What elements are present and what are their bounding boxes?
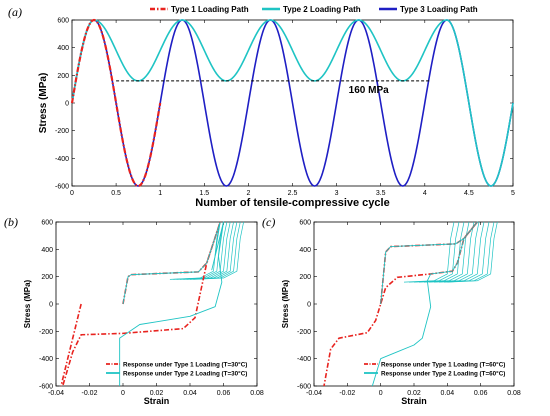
x-tick-label: 2 bbox=[246, 190, 250, 197]
chart-2: -0.04 -0.02 0 0.02 0.04 0.06 0.08 -600 -400 -200 0… bbox=[4, 215, 264, 406]
x-tick-label: 0 bbox=[121, 390, 125, 397]
series-line bbox=[71, 19, 514, 187]
x-tick-label: 0.5 bbox=[111, 190, 121, 197]
y-tick-label: 0 bbox=[49, 302, 53, 309]
x-axis-label: Strain bbox=[401, 396, 427, 406]
legend-label: Response under Type 2 Loading (T=30°C) bbox=[123, 370, 247, 378]
x-tick-label: -0.04 bbox=[306, 390, 322, 397]
legend-label: Type 3 Loading Path bbox=[400, 5, 478, 14]
x-tick-label: 4 bbox=[423, 190, 427, 197]
y-tick-label: 600 bbox=[57, 18, 69, 25]
y-tick-label: -600 bbox=[297, 384, 311, 391]
x-axis-label: Number of tensile-compressive cycle bbox=[195, 197, 389, 209]
x-tick-label: 4.5 bbox=[464, 190, 474, 197]
y-tick-label: -200 bbox=[55, 128, 69, 135]
x-tick-label: -0.04 bbox=[48, 390, 64, 397]
x-tick-label: 0.08 bbox=[250, 390, 264, 397]
series-line bbox=[186, 221, 238, 280]
series-line bbox=[189, 221, 241, 280]
annotation-label: 160 MPa bbox=[349, 85, 389, 96]
y-tick-label: 400 bbox=[41, 247, 53, 254]
y-axis-label: Stress (MPa) bbox=[281, 279, 290, 328]
y-tick-label: -200 bbox=[39, 329, 53, 336]
y-tick-label: 400 bbox=[57, 45, 69, 52]
series-line bbox=[438, 221, 490, 283]
series-line bbox=[169, 221, 221, 280]
series-line bbox=[60, 303, 82, 387]
y-axis-label: Stress (MPa) bbox=[38, 73, 49, 134]
series-line bbox=[443, 221, 495, 283]
chart-1: 0 0.5 1 1.5 2 2.5 3 3.5 4 4.5 5 -600 -400 -200 0 200 400… bbox=[8, 5, 515, 209]
y-tick-label: -600 bbox=[55, 184, 69, 191]
x-tick-label: 0.02 bbox=[407, 390, 421, 397]
legend-label: Type 1 Loading Path bbox=[171, 5, 249, 14]
series-line bbox=[119, 221, 224, 386]
series-line bbox=[403, 221, 455, 283]
legend-label: Type 2 Loading Path bbox=[283, 5, 361, 14]
x-tick-label: 0.04 bbox=[183, 390, 197, 397]
x-tick-label: 3.5 bbox=[376, 190, 386, 197]
series-line bbox=[371, 221, 478, 387]
series-line bbox=[183, 221, 234, 280]
y-tick-label: 0 bbox=[307, 302, 311, 309]
y-tick-label: 200 bbox=[41, 274, 53, 281]
y-tick-label: 600 bbox=[299, 220, 311, 227]
x-tick-label: -0.02 bbox=[82, 390, 98, 397]
x-tick-label: 0.06 bbox=[474, 390, 488, 397]
x-tick-label: 0.04 bbox=[441, 390, 455, 397]
series-line bbox=[71, 19, 514, 187]
panel-label: (c) bbox=[262, 215, 275, 229]
x-tick-label: 3 bbox=[335, 190, 339, 197]
x-tick-label: 2.5 bbox=[288, 190, 298, 197]
chart-3: -0.04 -0.02 0 0.02 0.04 0.06 0.08 -600 -400 -200 0… bbox=[262, 215, 521, 406]
legend-label: Response under Type 1 Loading (T=60°C) bbox=[381, 361, 505, 369]
x-tick-label: 0.08 bbox=[507, 390, 521, 397]
x-tick-label: 1.5 bbox=[199, 190, 209, 197]
y-tick-label: -400 bbox=[297, 356, 311, 363]
x-tick-label: 0.06 bbox=[217, 390, 231, 397]
y-tick-label: -400 bbox=[55, 156, 69, 163]
x-tick-label: -0.02 bbox=[339, 390, 355, 397]
legend-label: Response under Type 1 Loading (T=30°C) bbox=[123, 361, 247, 369]
x-tick-label: 0 bbox=[70, 190, 74, 197]
series-line bbox=[70, 18, 162, 188]
series-line bbox=[418, 221, 470, 283]
y-tick-label: 200 bbox=[299, 274, 311, 281]
x-tick-label: 1 bbox=[158, 190, 162, 197]
legend-label: Response under Type 2 Loading (T=60°C) bbox=[381, 370, 505, 378]
series-line bbox=[193, 221, 244, 280]
panel-label: (a) bbox=[8, 5, 22, 19]
x-tick-label: 5 bbox=[511, 190, 515, 197]
y-tick-label: -200 bbox=[297, 329, 311, 336]
y-tick-label: 0 bbox=[65, 101, 69, 108]
series-line bbox=[447, 221, 498, 283]
y-tick-label: -600 bbox=[39, 384, 53, 391]
y-tick-label: 600 bbox=[41, 220, 53, 227]
y-tick-label: -400 bbox=[39, 356, 53, 363]
y-tick-label: 200 bbox=[57, 73, 69, 80]
panel-label: (b) bbox=[4, 215, 18, 229]
y-axis-label: Stress (MPa) bbox=[23, 279, 32, 328]
x-tick-label: 0.02 bbox=[150, 390, 164, 397]
y-tick-label: 400 bbox=[299, 247, 311, 254]
x-tick-label: 0 bbox=[379, 390, 383, 397]
x-axis-label: Strain bbox=[144, 396, 170, 406]
